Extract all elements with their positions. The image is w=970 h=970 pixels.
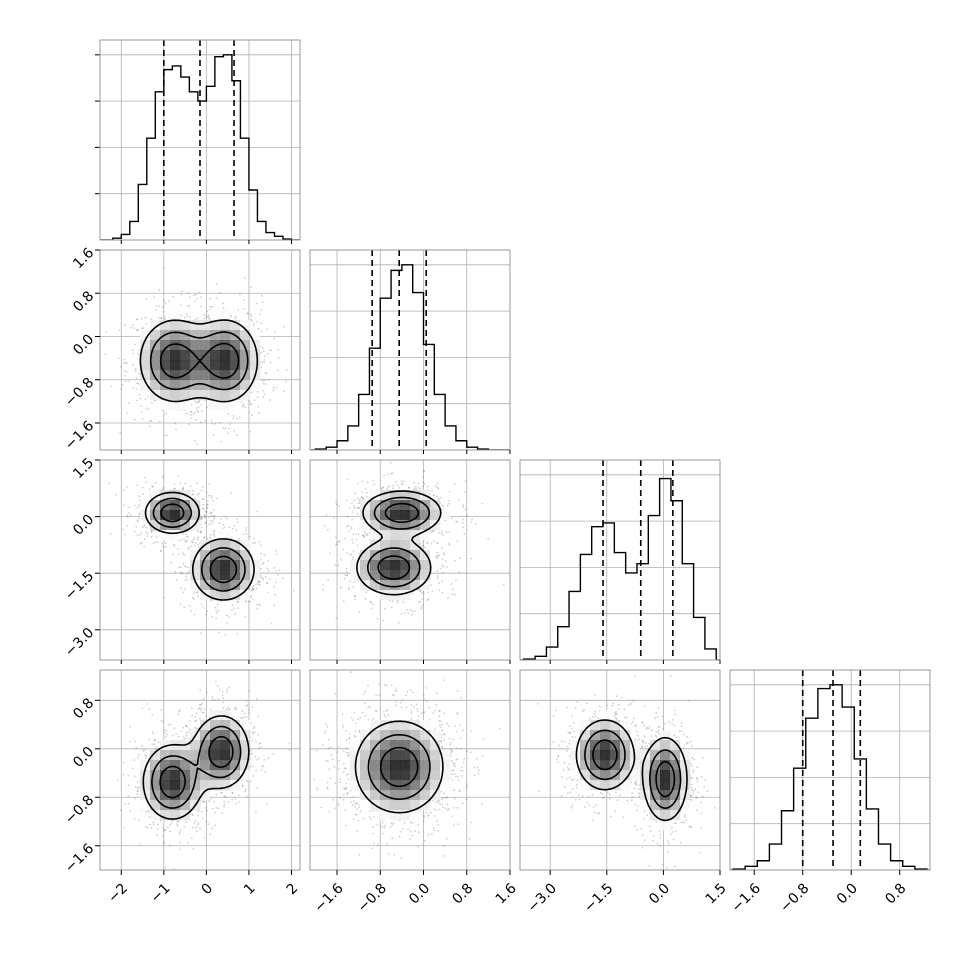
x-tick-label: 0 bbox=[199, 880, 217, 898]
contour-line bbox=[377, 502, 420, 580]
axes-frame bbox=[309, 249, 511, 451]
x-tick-label: 1.6 bbox=[493, 880, 520, 907]
axes-frame bbox=[729, 669, 931, 871]
x-tick-label: 2 bbox=[284, 880, 302, 898]
contour-line bbox=[584, 729, 682, 809]
hist-panel-3 bbox=[729, 669, 931, 871]
histogram-step bbox=[730, 684, 930, 870]
x-tick-label: −2 bbox=[105, 880, 131, 906]
contour-line bbox=[367, 734, 431, 800]
contour-line bbox=[354, 720, 444, 814]
contour-line bbox=[160, 503, 238, 584]
contour-line bbox=[151, 725, 242, 809]
contour-line bbox=[379, 746, 419, 788]
density-panel-0-1 bbox=[99, 249, 301, 451]
contour-line bbox=[575, 719, 688, 822]
y-tick-label: 0.0 bbox=[70, 744, 97, 771]
x-tick-label: 0.8 bbox=[449, 880, 476, 907]
y-tick-label: −1.5 bbox=[62, 568, 97, 603]
histogram-step bbox=[310, 264, 510, 450]
y-tick-label: 0.8 bbox=[70, 288, 97, 315]
y-tick-label: 1.6 bbox=[70, 245, 97, 272]
y-tick-label: −3.0 bbox=[62, 625, 97, 660]
axes-frame bbox=[99, 39, 301, 241]
x-tick-label: −0.8 bbox=[777, 880, 812, 915]
histogram-step bbox=[520, 477, 720, 660]
density-shade bbox=[570, 710, 691, 831]
x-tick-label: 0.8 bbox=[882, 880, 909, 907]
density-panel-0-2 bbox=[99, 459, 301, 661]
y-tick-label: −1.6 bbox=[62, 841, 97, 876]
x-tick-label: −1 bbox=[148, 880, 174, 906]
axes-frame bbox=[519, 669, 721, 871]
axes-frame bbox=[309, 459, 511, 661]
contour-line bbox=[152, 497, 246, 592]
contour-line bbox=[367, 496, 431, 588]
x-tick-label: 1 bbox=[241, 880, 259, 898]
density-shade bbox=[350, 710, 451, 821]
contour-line bbox=[159, 342, 240, 379]
density-panel-1-3 bbox=[309, 669, 511, 871]
x-tick-label: 0.0 bbox=[646, 880, 673, 907]
density-panel-0-3 bbox=[99, 669, 301, 871]
x-tick-label: −1.6 bbox=[729, 880, 764, 915]
axes-frame bbox=[309, 669, 511, 871]
contour-line bbox=[149, 331, 249, 391]
contour-line bbox=[142, 715, 250, 820]
axes-frame bbox=[99, 249, 301, 451]
density-panel-1-2 bbox=[309, 459, 511, 661]
y-tick-label: 0.0 bbox=[70, 512, 97, 539]
x-tick-label: 0.0 bbox=[406, 880, 433, 907]
x-tick-label: −0.8 bbox=[355, 880, 390, 915]
axes-frame bbox=[99, 669, 301, 871]
contour-line bbox=[356, 490, 442, 596]
x-tick-label: 1.5 bbox=[703, 880, 730, 907]
hist-panel-1 bbox=[309, 249, 511, 451]
x-tick-label: 0.0 bbox=[834, 880, 861, 907]
contour-line bbox=[592, 739, 676, 798]
x-tick-label: −3.0 bbox=[525, 880, 560, 915]
hist-panel-0 bbox=[95, 39, 301, 241]
y-tick-label: −0.8 bbox=[62, 375, 97, 410]
x-tick-label: −1.5 bbox=[581, 880, 616, 915]
y-tick-label: −1.6 bbox=[62, 418, 97, 453]
y-tick-label: 1.5 bbox=[70, 455, 97, 482]
y-tick-label: 0.0 bbox=[70, 331, 97, 358]
y-tick-label: 0.8 bbox=[70, 695, 97, 722]
x-tick-label: −1.6 bbox=[311, 880, 346, 915]
histogram-step bbox=[100, 54, 300, 240]
hist-panel-2 bbox=[519, 459, 721, 661]
y-tick-label: −0.8 bbox=[62, 792, 97, 827]
contour-line bbox=[139, 319, 259, 403]
axes-frame bbox=[519, 459, 721, 661]
contour-line bbox=[159, 736, 234, 799]
density-panel-2-3 bbox=[519, 669, 721, 871]
axes-frame bbox=[99, 459, 301, 661]
contour-line bbox=[144, 491, 255, 601]
